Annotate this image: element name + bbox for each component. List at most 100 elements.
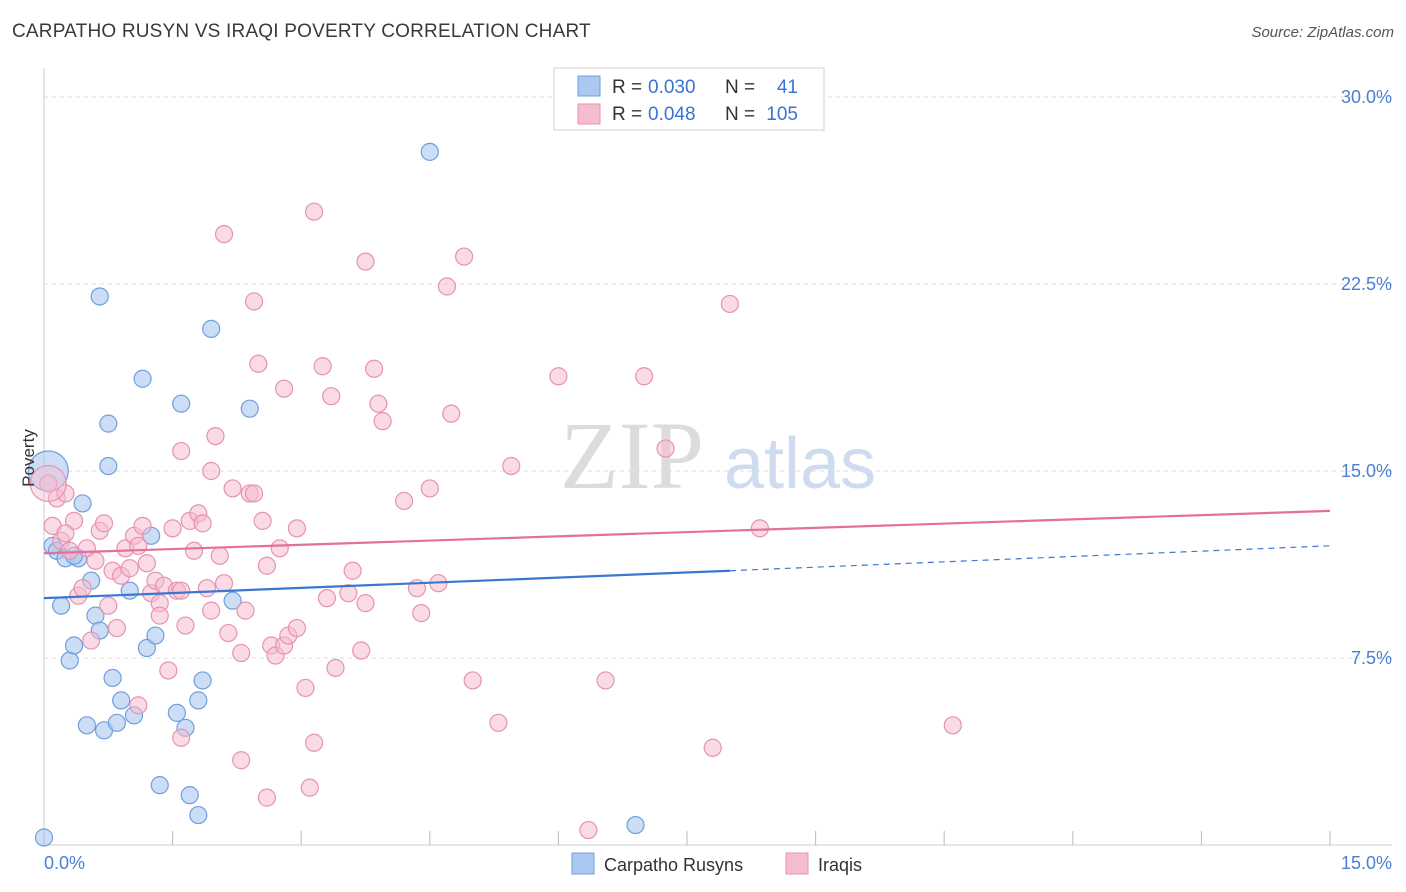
x-tick-label: 15.0% [1341,853,1392,873]
bottom-legend-label-pink: Iraqis [818,855,862,875]
legend-r-label-pink: R = [612,104,642,125]
legend-swatch-blue [577,75,601,97]
iraqis-point [129,696,148,715]
carpatho-rusyns-point [77,716,96,735]
legend-swatch-pink [577,103,601,125]
carpatho-rusyns-point [240,399,259,418]
iraqis-point [133,516,152,535]
carpatho-rusyns-point [73,494,92,513]
watermark-atlas: atlas [724,424,876,504]
iraqis-point [249,354,268,373]
iraqis-point [356,252,375,271]
iraqis-point [244,292,264,311]
iraqis-point [313,357,332,376]
iraqis-point [502,456,521,476]
iraqis-point [60,541,79,560]
series-carpatho-rusyns [27,142,645,847]
carpatho-rusyns-point [150,776,169,795]
iraqis-point [29,464,67,503]
iraqis-point [193,514,212,533]
legend-r-label-blue: R = [612,77,642,98]
iraqis-point [172,728,191,747]
carpatho-rusyns-point [52,596,71,615]
iraqis-point [463,671,482,690]
iraqis-point [214,225,234,244]
y-tick-label: 22.5% [1341,274,1392,294]
iraqis-point [232,751,251,770]
iraqis-point [373,412,392,431]
iraqis-point [720,294,739,314]
iraqis-point [343,561,362,580]
carpatho-rusyns-point [167,703,186,722]
carpatho-rusyns-point [223,591,242,610]
iraqis-point [635,367,654,386]
trend-line-iraqis [43,509,1331,555]
legend-n-value-blue: 41 [777,77,798,98]
trend-line-carpatho-rusyns-extension [729,545,1331,572]
iraqis-point [703,738,722,757]
legend-n-label-blue: N = [725,77,755,98]
source-label: Source: ZipAtlas.com [1251,24,1394,41]
grid-lines [44,96,1392,659]
iraqis-point [257,556,277,575]
carpatho-rusyns-point [34,828,54,847]
carpatho-rusyns-point [103,668,122,688]
carpatho-rusyns-point [180,786,199,805]
iraqis-point [202,461,221,481]
iraqis-point [214,574,234,593]
legend-n-value-pink: 105 [766,104,798,125]
iraqis-point [172,581,191,600]
iraqis-point [274,379,294,398]
iraqis-point [64,511,84,530]
legend-r-value-blue: 0.030 [648,77,696,98]
carpatho-rusyns-point [137,638,156,658]
iraqis-point [219,623,238,643]
carpatho-rusyns-point [189,691,208,710]
legend-r-value-pink: 0.048 [648,104,696,125]
tick-labels: 7.5% 15.0% 22.5% 30.0% 0.0% 15.0% [44,87,1392,873]
carpatho-rusyns-point [99,456,118,476]
carpatho-rusyns-point [193,671,212,690]
iraqis-point [206,426,225,446]
iraqis-point [94,514,114,533]
y-tick-label: 15.0% [1341,461,1392,481]
iraqis-point [356,594,375,613]
iraqis-point [82,631,101,650]
y-axis-label: Poverty [19,429,38,487]
iraqis-point [412,604,431,623]
iraqis-point [56,524,75,543]
watermark: ZIP atlas [560,402,876,509]
carpatho-rusyns-point [172,394,191,413]
iraqis-point [339,584,358,603]
iraqis-point [244,484,264,503]
iraqis-point [236,601,255,620]
iraqis-point [150,606,169,625]
bottom-legend-swatch-pink [785,852,809,875]
iraqis-point [304,202,324,221]
iraqis-point [163,519,182,538]
iraqis-point [364,359,384,378]
carpatho-rusyns-point [202,319,221,338]
carpatho-rusyns-point [626,815,645,835]
iraqis-point [99,596,118,615]
watermark-zip: ZIP [560,402,704,509]
series-iraqis [29,202,962,840]
iraqis-point [300,778,319,797]
iraqis-point [596,671,615,690]
carpatho-rusyns-point [420,142,439,161]
bottom-legend: Carpatho Rusyns Iraqis [571,852,862,875]
carpatho-rusyns-point [112,691,131,710]
y-tick-label: 7.5% [1351,648,1392,668]
iraqis-point [137,554,156,573]
iraqis-point [296,678,315,698]
carpatho-rusyns-point [64,636,84,655]
carpatho-rusyns-point [189,805,208,825]
iraqis-point [317,589,337,608]
iraqis-point [579,820,598,840]
iraqis-point [304,733,324,752]
iraqis-point [394,491,414,511]
carpatho-rusyns-point [133,369,152,388]
carpatho-rusyns-point [90,287,109,306]
iraqis-point [39,474,58,493]
